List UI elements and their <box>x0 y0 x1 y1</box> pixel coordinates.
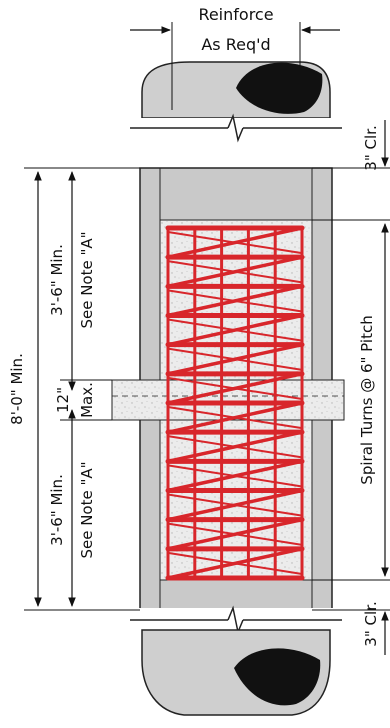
bottom-clear-label: 3" Clr. <box>362 601 380 646</box>
spiral-diagonal <box>167 231 303 255</box>
joint-dimension: 12" Max. <box>54 379 112 421</box>
as-reqd-label: As Req'd <box>201 35 270 54</box>
joint-max-label: Max. <box>78 382 96 418</box>
lower-note-label: See Note "A" <box>78 461 96 558</box>
overall-height-label: 8'-0" Min. <box>8 353 26 425</box>
spiral-diagonal <box>167 318 303 342</box>
spiral-reinforcement <box>165 225 305 581</box>
spiral-diagonal <box>167 435 303 459</box>
lower-min-label: 3'-6" Min. <box>48 474 66 546</box>
spiral-diagonal <box>167 260 303 284</box>
overall-height-dimension: 8'-0" Min. <box>8 167 140 611</box>
bottom-pipe <box>141 629 331 716</box>
upper-section-dimension: 3'-6" Min. See Note "A" <box>48 171 96 391</box>
spiral-diagonal <box>167 289 303 313</box>
spiral-diagonal <box>167 493 303 517</box>
lower-section-dimension: 3'-6" Min. See Note "A" <box>48 409 96 607</box>
upper-note-label: See Note "A" <box>78 231 96 328</box>
spiral-turns-label: Spiral Turns @ 6" Pitch <box>358 315 376 484</box>
break-line-icon <box>130 113 342 143</box>
spiral-diagonal <box>167 406 303 430</box>
break-line-icon <box>130 605 342 635</box>
spiral-diagonal <box>167 376 303 400</box>
spiral-diagonal <box>167 464 303 488</box>
reinforce-dimension: Reinforce As Req'd <box>130 5 340 110</box>
top-pipe <box>141 61 331 119</box>
bottom-clear-dimension: 3" Clr. <box>312 601 390 655</box>
upper-min-label: 3'-6" Min. <box>48 244 66 316</box>
joint-12-label: 12" <box>54 387 72 413</box>
spiral-pitch-dimension: Spiral Turns @ 6" Pitch <box>312 223 390 581</box>
top-clear-label: 3" Clr. <box>362 125 380 170</box>
spiral-diagonal <box>167 347 303 371</box>
spiral-diagonal <box>167 551 303 575</box>
spiral-diagonal <box>167 522 303 546</box>
top-clear-dimension: 3" Clr. <box>312 120 390 221</box>
reinforce-label: Reinforce <box>198 5 273 24</box>
